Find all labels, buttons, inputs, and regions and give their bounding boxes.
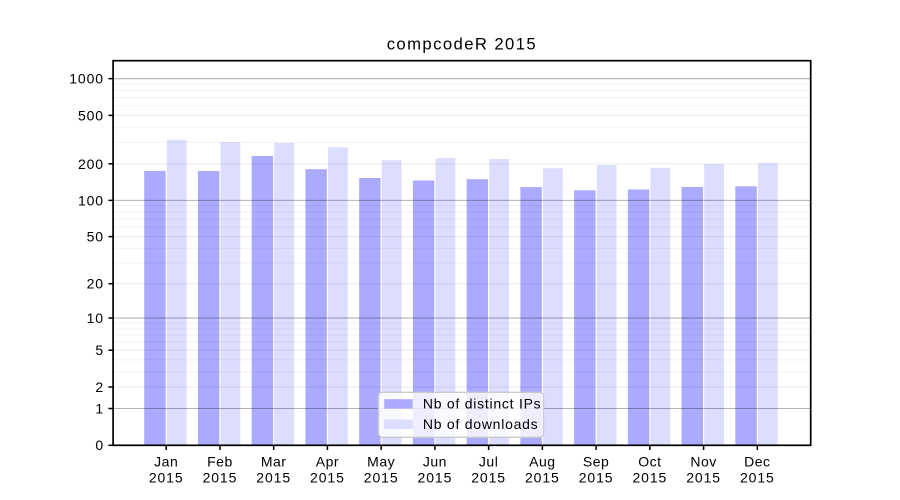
svg-text:2015: 2015 [364,470,399,486]
svg-text:Nov: Nov [690,454,716,470]
svg-text:Nb of distinct IPs: Nb of distinct IPs [423,396,542,412]
svg-text:2015: 2015 [632,470,667,486]
svg-text:compcodeR 2015: compcodeR 2015 [387,35,537,54]
svg-text:2015: 2015 [256,470,291,486]
svg-text:5: 5 [95,342,104,358]
svg-text:2015: 2015 [525,470,560,486]
svg-text:Jun: Jun [423,454,447,470]
svg-text:10: 10 [87,310,104,326]
svg-text:0: 0 [95,437,104,453]
svg-text:2: 2 [95,379,104,395]
svg-text:2015: 2015 [203,470,238,486]
svg-text:Apr: Apr [316,454,339,470]
svg-text:2015: 2015 [418,470,453,486]
svg-text:2015: 2015 [149,470,184,486]
svg-text:Oct: Oct [638,454,661,470]
svg-text:2015: 2015 [579,470,614,486]
svg-text:Sep: Sep [583,454,609,470]
svg-text:1: 1 [95,400,104,416]
svg-text:1000: 1000 [69,71,104,87]
svg-text:2015: 2015 [740,470,775,486]
svg-text:Dec: Dec [744,454,770,470]
svg-text:Aug: Aug [529,454,555,470]
svg-text:500: 500 [78,107,104,123]
svg-text:20: 20 [87,276,104,292]
svg-text:Feb: Feb [207,454,233,470]
svg-text:Nb of downloads: Nb of downloads [423,416,539,432]
svg-text:100: 100 [78,192,104,208]
svg-text:2015: 2015 [686,470,721,486]
svg-text:200: 200 [78,156,104,172]
svg-text:Mar: Mar [261,454,287,470]
svg-text:2015: 2015 [310,470,345,486]
svg-text:2015: 2015 [471,470,506,486]
svg-text:50: 50 [87,229,104,245]
svg-text:Jan: Jan [154,454,178,470]
svg-text:May: May [367,454,395,470]
svg-text:Jul: Jul [479,454,498,470]
